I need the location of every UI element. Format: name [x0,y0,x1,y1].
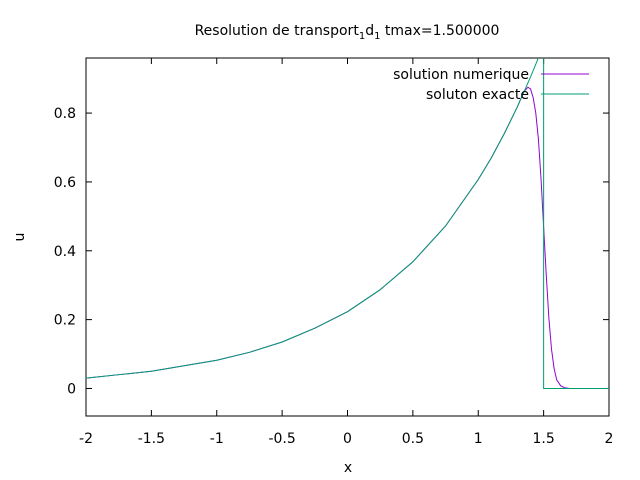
x-tick-label: 1.5 [532,431,554,447]
chart-title: Resolution de transport1d1 tmax=1.500000 [195,23,500,42]
series-line-2 [86,58,609,389]
y-axis: 0 0.2 0.4 0.6 0.8 [54,106,609,397]
series-line-1 [86,86,609,389]
y-axis-label: u [12,233,28,242]
y-tick-label: 0.4 [54,244,76,260]
y-tick-label: 0.8 [54,106,76,122]
x-tick-label: -0.5 [268,431,295,447]
y-tick-label: 0.2 [54,313,76,329]
y-tick-label: 0 [67,381,76,397]
x-tick-label: 0.5 [402,431,424,447]
x-tick-label: 2 [605,431,614,447]
x-tick-label: -2 [79,431,93,447]
legend-label-1: solution numerique [393,67,529,83]
series-layer [86,58,609,389]
x-tick-label: 0 [343,431,352,447]
x-tick-label: -1 [210,431,224,447]
x-tick-label: -1.5 [138,431,165,447]
y-tick-label: 0.6 [54,175,76,191]
x-tick-label: 1 [474,431,483,447]
x-axis: -2 -1.5 -1 -0.5 0 0.5 1 1.5 2 [79,58,613,447]
legend-label-2: soluton exacte [426,87,529,103]
x-axis-label: x [344,460,352,476]
plot-frame [85,57,610,417]
legend: solution numerique soluton exacte [393,67,589,103]
